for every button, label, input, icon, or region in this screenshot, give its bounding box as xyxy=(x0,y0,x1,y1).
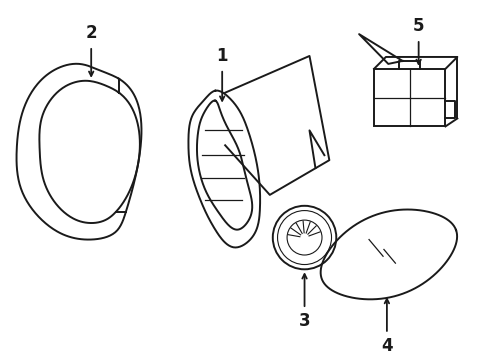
Text: 1: 1 xyxy=(217,47,228,65)
Bar xyxy=(374,69,445,126)
Text: 2: 2 xyxy=(85,24,97,42)
Text: 3: 3 xyxy=(299,312,310,330)
Text: 4: 4 xyxy=(381,337,392,355)
Text: 5: 5 xyxy=(413,17,424,35)
